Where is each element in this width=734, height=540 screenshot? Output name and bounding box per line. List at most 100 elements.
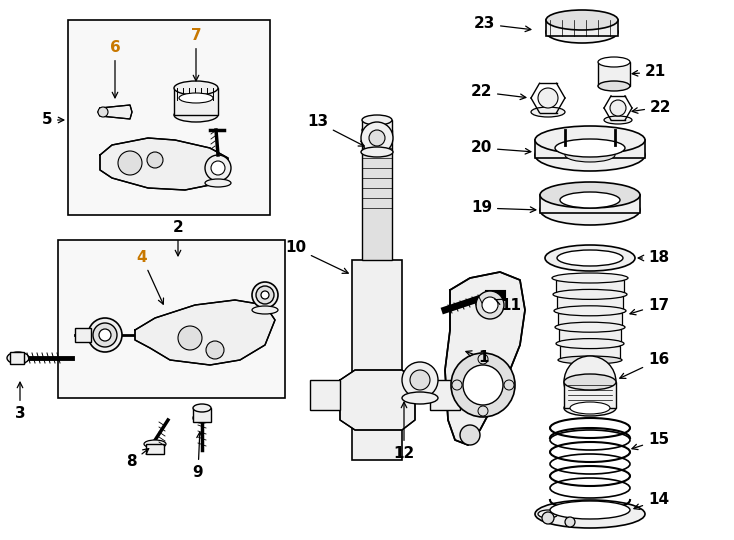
Text: 12: 12 bbox=[393, 402, 415, 461]
Ellipse shape bbox=[560, 192, 620, 208]
Bar bbox=[556, 280, 624, 292]
Ellipse shape bbox=[531, 107, 565, 117]
Text: 11: 11 bbox=[495, 299, 521, 314]
Circle shape bbox=[369, 130, 385, 146]
Ellipse shape bbox=[179, 93, 213, 103]
Ellipse shape bbox=[545, 245, 635, 271]
Circle shape bbox=[402, 362, 438, 398]
Ellipse shape bbox=[361, 147, 393, 157]
Bar bbox=[10, 352, 24, 364]
Text: 7: 7 bbox=[191, 28, 201, 81]
Ellipse shape bbox=[546, 21, 618, 43]
Ellipse shape bbox=[362, 115, 392, 125]
Circle shape bbox=[147, 152, 163, 168]
Circle shape bbox=[565, 517, 575, 527]
Text: 10: 10 bbox=[285, 240, 348, 273]
Text: 5: 5 bbox=[41, 112, 64, 127]
Ellipse shape bbox=[555, 322, 625, 332]
Bar bbox=[193, 408, 211, 422]
Ellipse shape bbox=[256, 286, 274, 304]
Circle shape bbox=[463, 365, 503, 405]
Circle shape bbox=[478, 406, 488, 416]
Circle shape bbox=[482, 297, 498, 313]
Bar bbox=[58, 240, 285, 398]
Ellipse shape bbox=[555, 307, 625, 315]
Ellipse shape bbox=[554, 291, 626, 299]
Text: 19: 19 bbox=[471, 200, 536, 215]
Ellipse shape bbox=[402, 392, 438, 404]
Ellipse shape bbox=[174, 81, 218, 95]
Text: 4: 4 bbox=[137, 250, 164, 304]
Ellipse shape bbox=[557, 340, 623, 348]
Ellipse shape bbox=[604, 116, 632, 124]
Ellipse shape bbox=[535, 126, 645, 154]
Ellipse shape bbox=[261, 291, 269, 299]
Text: 21: 21 bbox=[632, 64, 666, 79]
Text: 23: 23 bbox=[473, 17, 531, 32]
Circle shape bbox=[538, 88, 558, 108]
Ellipse shape bbox=[564, 400, 616, 416]
Text: 22: 22 bbox=[632, 99, 672, 114]
Circle shape bbox=[564, 356, 616, 408]
Circle shape bbox=[504, 380, 514, 390]
Ellipse shape bbox=[93, 323, 117, 347]
Circle shape bbox=[478, 354, 488, 364]
Ellipse shape bbox=[252, 282, 278, 308]
Ellipse shape bbox=[553, 289, 627, 299]
Ellipse shape bbox=[538, 510, 558, 518]
Ellipse shape bbox=[564, 374, 616, 390]
Polygon shape bbox=[340, 370, 415, 430]
Bar bbox=[557, 296, 623, 309]
Bar bbox=[598, 62, 630, 86]
Bar bbox=[174, 88, 218, 115]
Polygon shape bbox=[98, 105, 132, 119]
Ellipse shape bbox=[555, 139, 625, 157]
Ellipse shape bbox=[556, 339, 624, 349]
Text: 3: 3 bbox=[15, 382, 25, 421]
Text: 1: 1 bbox=[466, 350, 489, 366]
Ellipse shape bbox=[565, 148, 615, 162]
Bar bbox=[540, 195, 640, 213]
Polygon shape bbox=[100, 138, 228, 190]
Ellipse shape bbox=[193, 413, 211, 423]
Text: 2: 2 bbox=[172, 220, 184, 256]
Text: 6: 6 bbox=[109, 40, 120, 98]
Bar bbox=[352, 260, 402, 460]
Ellipse shape bbox=[535, 139, 645, 171]
Ellipse shape bbox=[550, 501, 630, 519]
Bar bbox=[75, 328, 91, 342]
Bar bbox=[560, 346, 620, 358]
Ellipse shape bbox=[362, 125, 392, 135]
Circle shape bbox=[460, 425, 480, 445]
Bar bbox=[430, 380, 460, 410]
Circle shape bbox=[205, 155, 231, 181]
Bar bbox=[310, 380, 340, 410]
Text: 9: 9 bbox=[193, 432, 203, 480]
Ellipse shape bbox=[557, 250, 623, 266]
Bar bbox=[68, 20, 270, 215]
Bar bbox=[546, 20, 618, 36]
Text: 15: 15 bbox=[632, 433, 669, 450]
Ellipse shape bbox=[535, 500, 645, 528]
Ellipse shape bbox=[174, 108, 218, 122]
Text: 13: 13 bbox=[307, 114, 364, 146]
Circle shape bbox=[361, 122, 393, 154]
Ellipse shape bbox=[193, 404, 211, 412]
Circle shape bbox=[98, 107, 108, 117]
Bar bbox=[146, 444, 164, 454]
Ellipse shape bbox=[570, 402, 610, 414]
Ellipse shape bbox=[552, 273, 628, 283]
Text: 16: 16 bbox=[619, 353, 669, 379]
Ellipse shape bbox=[556, 323, 624, 331]
Ellipse shape bbox=[540, 182, 640, 208]
Polygon shape bbox=[135, 300, 275, 365]
Ellipse shape bbox=[99, 329, 111, 341]
Circle shape bbox=[451, 353, 515, 417]
Bar bbox=[362, 120, 392, 134]
Circle shape bbox=[178, 326, 202, 350]
Ellipse shape bbox=[205, 179, 231, 187]
Bar bbox=[362, 130, 392, 260]
Circle shape bbox=[206, 341, 224, 359]
Ellipse shape bbox=[252, 306, 278, 314]
Circle shape bbox=[452, 380, 462, 390]
